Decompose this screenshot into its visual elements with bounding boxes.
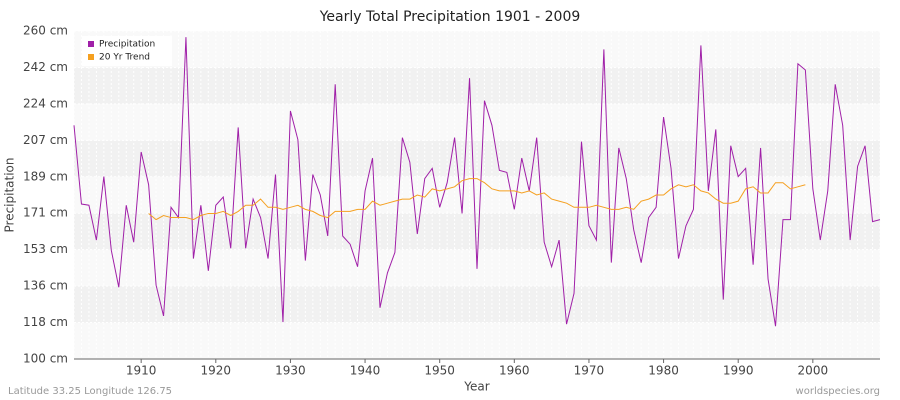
x-tick-label: 1910 xyxy=(126,364,157,378)
x-tick-label: 1990 xyxy=(723,364,754,378)
series-line xyxy=(73,37,881,327)
x-axis-label: Year xyxy=(463,380,489,394)
x-tick-label: 1970 xyxy=(574,364,605,378)
x-tick-label: 1960 xyxy=(499,364,530,378)
y-tick-label: 242 cm xyxy=(23,60,68,74)
x-tick-label: 1920 xyxy=(201,364,232,378)
y-tick-label: 118 cm xyxy=(23,315,68,329)
y-axis-label: Precipitation xyxy=(3,157,17,232)
x-tick-label: 1950 xyxy=(424,364,455,378)
legend: Precipitation 20 Yr Trend xyxy=(82,36,172,66)
y-tick-label: 153 cm xyxy=(23,242,68,256)
y-tick-label: 224 cm xyxy=(23,96,68,110)
legend-label: 20 Yr Trend xyxy=(99,53,150,63)
y-tick-label: 260 cm xyxy=(23,24,68,38)
legend-box xyxy=(82,36,172,66)
y-tick-label: 100 cm xyxy=(23,352,68,366)
legend-swatch xyxy=(88,54,94,60)
plot-band xyxy=(74,67,880,104)
chart-title: Yearly Total Precipitation 1901 - 2009 xyxy=(319,9,581,25)
x-tick-label: 1930 xyxy=(275,364,306,378)
legend-swatch xyxy=(88,41,94,47)
plot-area xyxy=(73,31,881,359)
y-tick-label: 189 cm xyxy=(23,169,68,183)
series-line xyxy=(148,178,806,221)
y-tick-label: 171 cm xyxy=(23,206,68,220)
plot-band xyxy=(74,31,880,68)
y-tick-label: 207 cm xyxy=(23,133,68,147)
footer-left: Latitude 33.25 Longitude 126.75 xyxy=(8,386,172,397)
x-tick-label: 1940 xyxy=(350,364,381,378)
x-tick-label: 1980 xyxy=(648,364,679,378)
footer-right: worldspecies.org xyxy=(796,386,880,397)
legend-label: Precipitation xyxy=(99,40,155,50)
plot-band xyxy=(74,103,880,141)
y-tick-label: 136 cm xyxy=(23,279,68,293)
x-tick-label: 2000 xyxy=(798,364,829,378)
